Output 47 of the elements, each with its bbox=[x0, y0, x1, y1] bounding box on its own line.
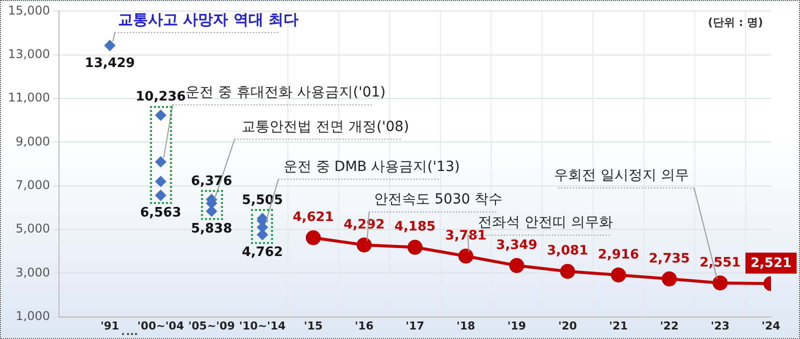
data-label: 2,521 bbox=[750, 256, 792, 271]
data-label: 10,236 bbox=[136, 90, 186, 105]
annotation: 운전 중 DMB 사용금지('13) bbox=[283, 158, 460, 175]
x-tick-label: '00~'04 bbox=[137, 319, 184, 332]
annotation: 교통안전법 전면 개정('08) bbox=[242, 118, 410, 135]
y-tick-label: 11,000 bbox=[8, 90, 50, 105]
data-label: 4,621 bbox=[292, 210, 334, 226]
annotation: 전좌석 안전띠 의무화 bbox=[478, 214, 613, 231]
annotation: 우회전 일시정지 의무 bbox=[554, 168, 690, 184]
data-label: 2,735 bbox=[648, 251, 690, 266]
y-tick-label: 13,000 bbox=[8, 46, 50, 61]
data-label: 6,376 bbox=[191, 174, 232, 189]
data-label: 5,838 bbox=[191, 222, 232, 237]
x-tick-label: '23 bbox=[710, 319, 730, 332]
data-label: 13,429 bbox=[84, 56, 135, 71]
y-tick-label: 9,000 bbox=[16, 134, 50, 148]
annotation: 운전 중 휴대전화 사용금지('01) bbox=[186, 84, 386, 100]
x-tick-label: '05~'09 bbox=[188, 319, 235, 332]
data-label: 4,185 bbox=[394, 220, 436, 235]
x-tick-label: '19 bbox=[507, 319, 526, 332]
annotation: 교통사고 사망자 역대 최다 bbox=[118, 10, 299, 28]
data-label: 3,781 bbox=[445, 228, 486, 244]
annotation: 안전속도 5030 착수 bbox=[374, 192, 503, 208]
x-tick-label: '91 bbox=[100, 319, 120, 332]
x-tick-label: '20 bbox=[558, 319, 578, 332]
data-label: 2,916 bbox=[598, 247, 639, 262]
data-label: 3,081 bbox=[547, 244, 588, 259]
annotation: (단위 : 명) bbox=[708, 16, 763, 30]
x-tick-label: '17 bbox=[406, 319, 424, 332]
x-tick-label: '10~'14 bbox=[239, 319, 286, 332]
y-tick-label: 15,000 bbox=[8, 3, 50, 18]
x-tick-label: '16 bbox=[354, 319, 374, 332]
data-label: 3,349 bbox=[496, 238, 538, 253]
data-label: 2,551 bbox=[700, 255, 741, 270]
x-tick-label: '22 bbox=[660, 319, 679, 332]
x-tick-label: '21 bbox=[609, 319, 628, 332]
x-tick-label: '24 bbox=[762, 319, 781, 332]
y-tick-label: 1,000 bbox=[16, 308, 50, 323]
data-label: 5,505 bbox=[242, 192, 283, 208]
data-label: 4,762 bbox=[242, 245, 283, 260]
y-tick-label: 7,000 bbox=[16, 178, 50, 192]
x-tick-label: '15 bbox=[304, 319, 323, 332]
y-tick-label: 5,000 bbox=[16, 222, 50, 236]
data-label: 4,292 bbox=[344, 217, 385, 232]
y-tick-label: 3,000 bbox=[16, 265, 50, 280]
data-label: 6,563 bbox=[140, 206, 182, 221]
x-tick-label: '18 bbox=[456, 319, 476, 332]
